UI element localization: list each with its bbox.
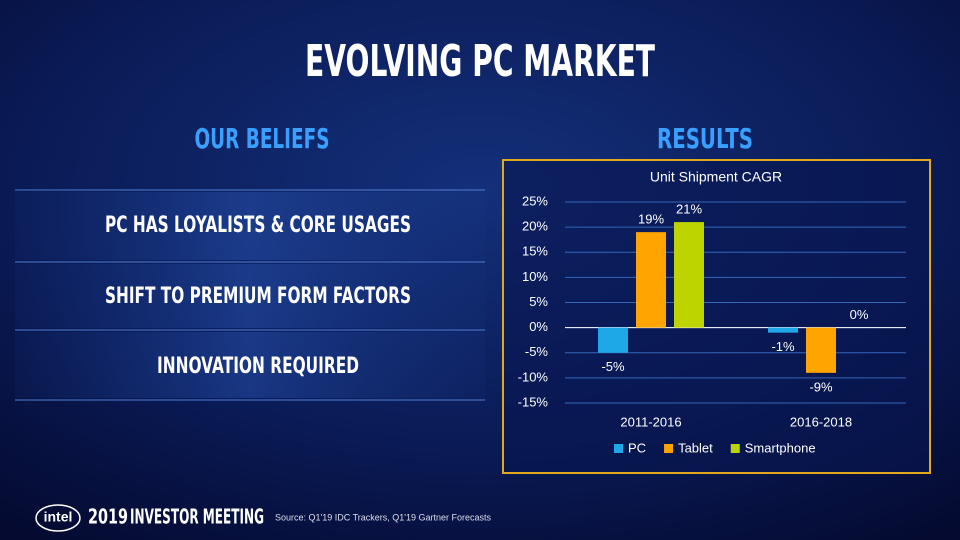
y-tick-label: 5% bbox=[529, 294, 548, 309]
bar bbox=[806, 327, 836, 373]
chart: Unit Shipment CAGR -15% -10% -5% 0% 5% 10% 15%… bbox=[502, 159, 931, 474]
slide-title: EVOLVING PC MARKET bbox=[305, 36, 655, 87]
value-label: 0% bbox=[850, 307, 869, 322]
beliefs-heading: OUR BELIEFS bbox=[195, 122, 330, 155]
logo: intel bbox=[44, 509, 73, 525]
legend-label: Smartphone bbox=[745, 440, 816, 455]
footer: intel 2019 INVESTOR MEETING Source: Q1'1… bbox=[35, 504, 492, 532]
belief: PC HAS LOYALISTS & CORE USAGES bbox=[105, 213, 411, 238]
y-tick-label: -15% bbox=[518, 394, 549, 409]
value-label: 21% bbox=[676, 202, 702, 217]
legend-swatch bbox=[730, 444, 740, 453]
belief: INNOVATION REQUIRED bbox=[157, 354, 359, 379]
y-tick-label: 15% bbox=[522, 244, 548, 259]
legend-swatch bbox=[664, 444, 674, 453]
belief-band bbox=[15, 192, 485, 260]
bar bbox=[598, 327, 628, 353]
beliefs-list: PC HAS LOYALISTS & CORE USAGES SHIFT TO … bbox=[15, 189, 485, 401]
event-name: INVESTOR MEETING bbox=[130, 505, 264, 529]
y-tick-label: 20% bbox=[522, 219, 548, 234]
value-label: 19% bbox=[638, 212, 664, 227]
bar bbox=[768, 327, 798, 333]
y-tick-label: 10% bbox=[522, 269, 548, 284]
y-tick-label: -10% bbox=[518, 369, 549, 384]
legend-swatch bbox=[614, 444, 623, 453]
source-note: Source: Q1'19 IDC Trackers, Q1'19 Gartne… bbox=[275, 512, 492, 522]
belief: SHIFT TO PREMIUM FORM FACTORS bbox=[105, 284, 411, 309]
chart-title: Unit Shipment CAGR bbox=[650, 169, 782, 185]
bar bbox=[674, 222, 704, 328]
value-label: -9% bbox=[809, 379, 833, 394]
legend-label: Tablet bbox=[678, 440, 713, 455]
y-tick-label: 0% bbox=[529, 319, 548, 334]
x-tick-label: 2011-2016 bbox=[620, 414, 681, 429]
results-heading: RESULTS bbox=[657, 122, 753, 155]
value-label: -5% bbox=[601, 359, 625, 374]
event-year: 2019 bbox=[88, 505, 128, 529]
belief-band bbox=[15, 264, 485, 328]
y-tick-label: -5% bbox=[525, 344, 549, 359]
chart-frame bbox=[502, 159, 931, 474]
value-label: -1% bbox=[771, 339, 795, 354]
legend-label: PC bbox=[628, 440, 646, 455]
logo-ring bbox=[35, 504, 81, 532]
belief-band bbox=[15, 332, 485, 398]
bar bbox=[636, 232, 666, 328]
y-tick-label: 25% bbox=[522, 193, 548, 208]
x-tick-label: 2016-2018 bbox=[790, 414, 852, 429]
